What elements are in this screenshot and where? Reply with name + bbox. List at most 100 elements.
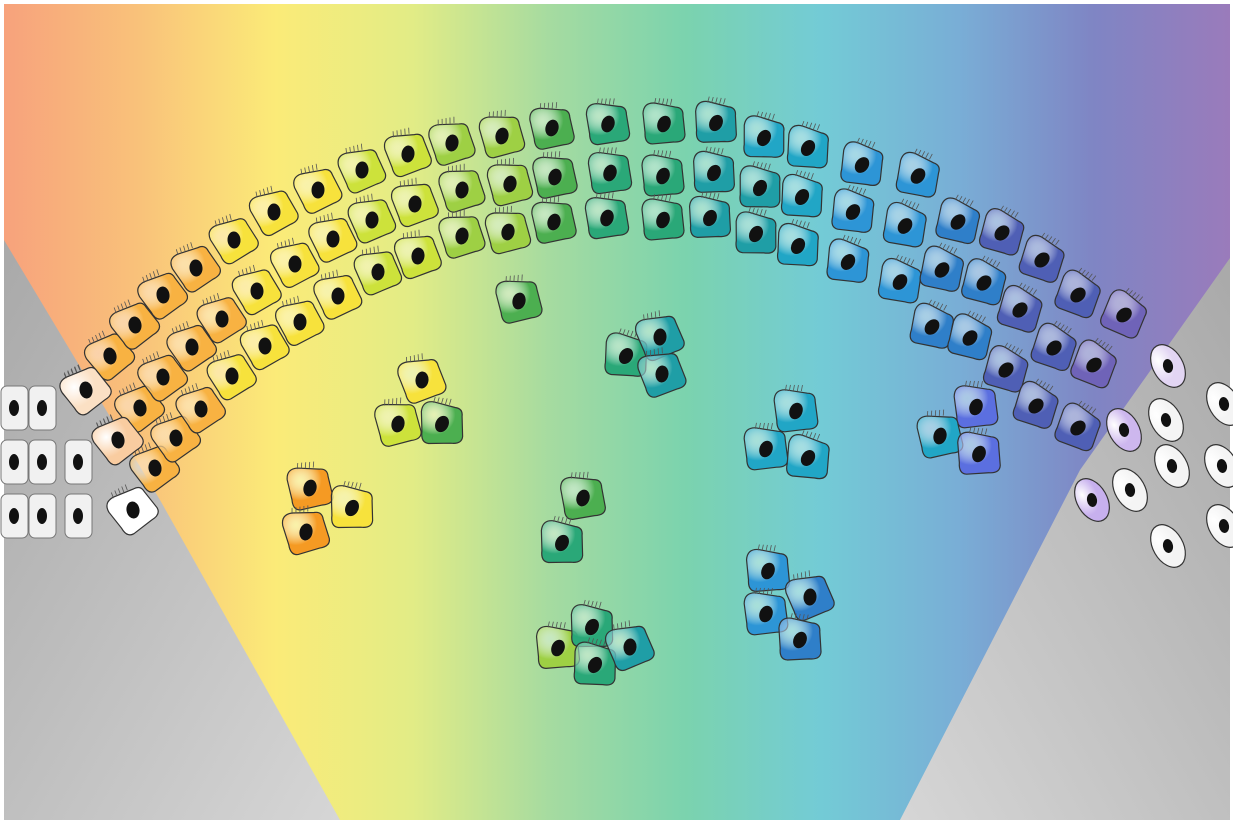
cell-nucleus xyxy=(1012,302,1028,318)
arc-cell xyxy=(786,120,829,169)
cell-nucleus xyxy=(355,161,369,179)
arc-cell xyxy=(208,213,259,265)
arc-cell xyxy=(293,163,343,214)
cell-nucleus xyxy=(1086,357,1102,373)
cell-nucleus xyxy=(227,231,241,249)
arc-cell xyxy=(1100,288,1147,339)
undifferentiated-cell xyxy=(28,385,57,431)
green-teal-cluster xyxy=(535,599,655,686)
cell-nucleus xyxy=(331,287,345,305)
cell-nucleus xyxy=(126,501,140,519)
cell-nucleus xyxy=(756,129,772,147)
arc-cell xyxy=(1054,267,1101,319)
cell-nucleus xyxy=(555,534,569,552)
cluster-cell xyxy=(374,397,422,447)
cell-nucleus xyxy=(709,114,723,132)
cell-nucleus xyxy=(311,181,325,199)
cell-nucleus xyxy=(345,499,359,517)
arc-cell xyxy=(739,161,781,208)
arc-cell xyxy=(776,219,819,267)
cell-nucleus xyxy=(790,237,806,255)
cell-nucleus xyxy=(1070,420,1086,436)
cell-nucleus xyxy=(854,157,870,173)
cell-nucleus xyxy=(789,402,803,420)
arc-cell xyxy=(1070,337,1117,389)
cell-nucleus xyxy=(551,639,565,657)
cell-nucleus xyxy=(587,656,603,674)
arc-cell xyxy=(919,242,964,292)
yellow-green-cluster xyxy=(374,353,464,447)
cell-nucleus xyxy=(288,255,302,273)
arc-cell xyxy=(166,321,218,372)
right-grey-panel xyxy=(900,258,1230,820)
cell-nucleus xyxy=(962,330,978,346)
cell-nucleus xyxy=(299,523,313,541)
arc-cell xyxy=(935,194,981,245)
cluster-cell xyxy=(786,430,830,480)
undifferentiated-cell xyxy=(28,439,57,485)
cluster-cell xyxy=(420,396,464,445)
undifferentiated-cell xyxy=(0,439,29,485)
arc-cell xyxy=(735,207,777,254)
arc-cell xyxy=(531,196,577,244)
cell-nucleus xyxy=(411,247,425,265)
arc-cell xyxy=(587,147,633,195)
arc-cell xyxy=(137,351,189,402)
arc-cell xyxy=(996,282,1043,333)
cell-nucleus xyxy=(1160,413,1172,427)
arc-cell xyxy=(337,143,387,194)
cell-nucleus xyxy=(148,459,162,477)
cluster-cell xyxy=(281,505,331,556)
cell-nucleus xyxy=(933,427,947,445)
transitional-cell xyxy=(91,414,144,466)
cell-nucleus xyxy=(603,164,617,182)
cell-nucleus xyxy=(547,213,561,231)
arc-cell xyxy=(275,295,325,346)
differentiated-cell xyxy=(1150,524,1186,568)
arc-cell xyxy=(137,269,189,320)
green-single xyxy=(495,274,543,324)
cluster-cell xyxy=(916,409,964,459)
differentiated-cell xyxy=(1106,408,1142,452)
cluster-cell xyxy=(535,621,581,669)
cell-nucleus xyxy=(969,398,983,416)
cell-nucleus xyxy=(1166,459,1178,473)
cell-nucleus xyxy=(1162,539,1174,553)
cell-nucleus xyxy=(1034,252,1050,268)
arc-cell xyxy=(1012,378,1059,429)
cell-nucleus xyxy=(128,316,142,334)
cell-nucleus xyxy=(267,203,281,221)
cell-nucleus xyxy=(1216,459,1228,473)
cell-nucleus xyxy=(892,274,908,290)
cluster-cell xyxy=(743,587,789,636)
cell-nucleus xyxy=(1070,287,1086,303)
cell-nucleus xyxy=(512,292,526,310)
cell-nucleus xyxy=(185,338,199,356)
cell-nucleus xyxy=(455,181,469,199)
arc-cell xyxy=(743,111,785,158)
cell-nucleus xyxy=(250,282,264,300)
cluster-cell xyxy=(397,353,447,404)
cell-nucleus xyxy=(1046,340,1062,356)
cell-nucleus xyxy=(103,347,117,365)
arc-cell xyxy=(248,185,299,237)
undifferentiated-cell xyxy=(0,385,29,431)
cell-nucleus xyxy=(585,618,599,636)
arc-cell xyxy=(909,299,954,349)
arc-cell xyxy=(585,98,631,146)
cell-nucleus xyxy=(653,328,667,346)
arc-cell xyxy=(895,148,940,198)
cell-nucleus xyxy=(326,230,340,248)
cell-nucleus xyxy=(618,347,634,365)
cell-nucleus xyxy=(657,115,671,133)
cell-layer xyxy=(0,96,1233,686)
arc-cell xyxy=(83,330,136,381)
cell-nucleus xyxy=(401,145,415,163)
cell-nucleus xyxy=(703,209,717,227)
orange-cluster xyxy=(281,461,374,556)
cell-nucleus xyxy=(189,259,203,277)
cell-nucleus xyxy=(759,605,773,623)
cell-nucleus xyxy=(761,562,775,580)
cluster-cell xyxy=(330,480,374,529)
